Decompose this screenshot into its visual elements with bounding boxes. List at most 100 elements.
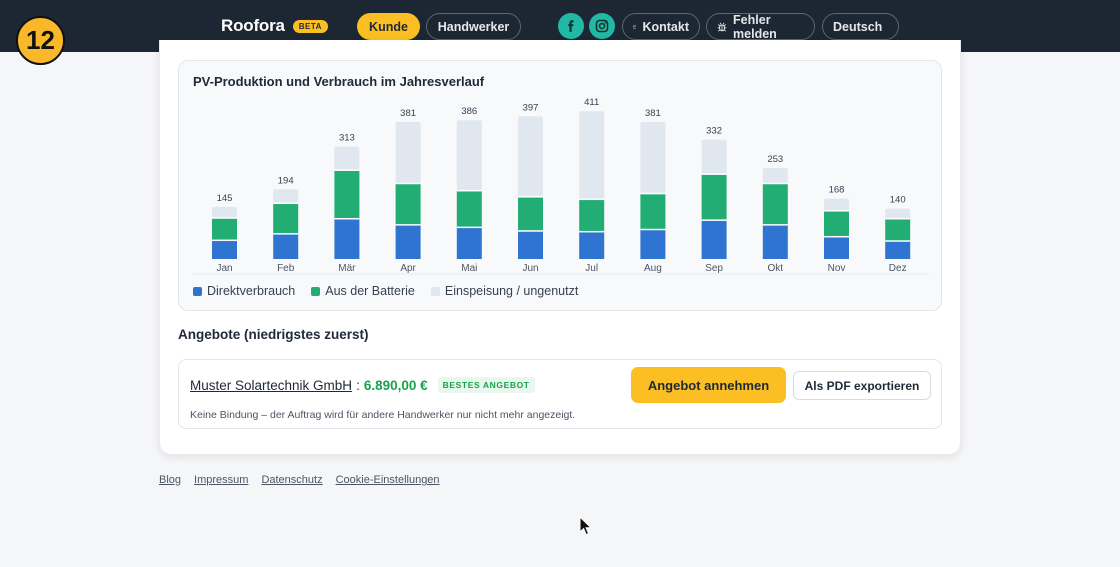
offer-headline: Muster Solartechnik GmbH : 6.890,00 € BE… (190, 377, 535, 393)
language-value: Deutsch (833, 19, 883, 34)
mouse-cursor-icon (579, 516, 593, 536)
offers-title: Angebote (niedrigstes zuerst) (178, 327, 369, 342)
bar-Jan-einspeisung-ungenutzt (212, 206, 237, 219)
bar-Jul-einspeisung-ungenutzt (579, 111, 605, 200)
bar-Mär-aus-der-batterie (334, 170, 360, 219)
bar-segment-separator (456, 226, 482, 229)
legend-swatch-direktverbrauch (193, 286, 202, 296)
legend-swatch-einspeisung (430, 286, 440, 296)
data-label-Sep: 332 (706, 126, 722, 137)
bar-Jan-aus-der-batterie (212, 218, 237, 241)
language-select[interactable]: Deutsch (822, 13, 899, 40)
x-tick-label-Mär: Mär (338, 263, 356, 274)
legend-item-batterie: Aus der Batterie (311, 284, 415, 298)
x-tick-label-Nov: Nov (828, 263, 846, 274)
export-pdf-button[interactable]: Als PDF exportieren (793, 371, 931, 400)
bar-segment-separator (395, 182, 421, 185)
bar-Nov-einspeisung-ungenutzt (824, 198, 849, 211)
bar-Jun-direktverbrauch (518, 230, 543, 259)
bar-Apr-aus-der-batterie (395, 183, 421, 225)
contact-label: Kontakt (642, 19, 689, 34)
bar-Apr-einspeisung-ungenutzt (395, 122, 421, 184)
contact-button[interactable]: Kontakt (622, 13, 700, 40)
bar-Aug-aus-der-batterie (640, 193, 666, 230)
chart-panel: PV-Produktion und Verbrauch im Jahresver… (178, 60, 942, 311)
tab-handwerker[interactable]: Handwerker (426, 13, 521, 40)
mail-icon (633, 25, 637, 28)
legend-item-direktverbrauch: Direktverbrauch (193, 284, 295, 298)
accept-offer-button[interactable]: Angebot annehmen (631, 367, 786, 403)
data-label-Aug: 381 (645, 108, 661, 119)
best-offer-badge: BESTES ANGEBOT (437, 377, 535, 393)
legend-item-einspeisung: Einspeisung / ungenutzt (430, 284, 578, 298)
facebook-button[interactable] (558, 13, 584, 39)
legend-swatch-batterie (311, 286, 321, 296)
report-bug-button[interactable]: Fehler melden (706, 12, 815, 41)
bar-Mär-einspeisung-ungenutzt (334, 146, 360, 171)
bar-segment-separator (640, 192, 666, 195)
bar-segment-separator (212, 239, 237, 242)
bar-Jun-einspeisung-ungenutzt (518, 116, 543, 197)
legend-label-batterie: Aus der Batterie (325, 284, 415, 298)
bar-segment-separator (273, 202, 299, 205)
data-label-Mai: 386 (461, 106, 477, 117)
brand[interactable]: Roofora BETA (221, 16, 328, 36)
bar-Nov-aus-der-batterie (824, 210, 849, 237)
bar-Dez-einspeisung-ungenutzt (885, 208, 911, 219)
x-tick-label-Okt: Okt (768, 263, 784, 274)
bar-Feb-aus-der-batterie (273, 203, 299, 234)
footer-link-cookie-settings[interactable]: Cookie-Einstellungen (335, 474, 440, 486)
bar-Jul-direktverbrauch (579, 231, 605, 259)
x-tick-label-Dez: Dez (889, 263, 907, 274)
bar-Mär-direktverbrauch (334, 218, 360, 259)
brand-name: Roofora (221, 16, 285, 35)
bar-segment-separator (579, 198, 605, 201)
bar-Okt-aus-der-batterie (762, 183, 788, 225)
stacked-bar-chart: 145 Jan 194 Feb 313 Mär 381 Apr 386 Mai 397 Jun 411 J… (193, 97, 929, 275)
bar-segment-separator (518, 230, 543, 232)
bar-segment-separator (579, 230, 605, 233)
footer-link-impressum[interactable]: Impressum (194, 474, 249, 486)
bar-segment-separator (334, 217, 360, 220)
offer-card: Muster Solartechnik GmbH : 6.890,00 € BE… (178, 359, 942, 429)
data-label-Jul: 411 (584, 97, 599, 108)
footer-link-blog[interactable]: Blog (159, 474, 182, 486)
report-bug-label: Fehler melden (733, 12, 777, 41)
bar-segment-separator (885, 217, 911, 220)
chart-title: PV-Produktion und Verbrauch im Jahresver… (193, 74, 485, 89)
bar-Feb-einspeisung-ungenutzt (273, 189, 299, 204)
bar-segment-separator (885, 240, 911, 242)
beta-badge: BETA (292, 19, 328, 33)
data-label-Okt: 253 (767, 154, 783, 165)
data-label-Mär: 313 (339, 132, 355, 143)
x-tick-label-Jul: Jul (585, 263, 598, 274)
bar-segment-separator (762, 224, 788, 226)
bar-Sep-einspeisung-ungenutzt (701, 139, 727, 175)
footer-link-datenschutz[interactable]: Datenschutz (261, 474, 323, 486)
bar-segment-separator (701, 219, 727, 221)
bar-Aug-einspeisung-ungenutzt (640, 122, 666, 194)
offer-price: 6.890,00 € (363, 377, 428, 393)
tab-kunde[interactable]: Kunde (357, 13, 420, 40)
bar-Jun-aus-der-batterie (518, 196, 543, 231)
bar-Nov-direktverbrauch (824, 236, 849, 259)
bar-segment-separator (762, 182, 788, 185)
bar-segment-separator (824, 210, 849, 212)
bar-Jan-direktverbrauch (212, 240, 237, 259)
instagram-button[interactable] (589, 13, 615, 39)
data-label-Jun: 397 (523, 102, 539, 113)
bar-segment-separator (456, 189, 482, 192)
x-tick-label-Aug: Aug (644, 263, 662, 274)
bar-Mai-direktverbrauch (456, 227, 482, 259)
data-label-Jan: 145 (217, 193, 233, 204)
x-tick-label-Sep: Sep (705, 263, 723, 274)
bar-Sep-aus-der-batterie (701, 174, 727, 221)
offer-separator: : (356, 377, 360, 393)
offer-company-link[interactable]: Muster Solartechnik GmbH (190, 377, 353, 393)
x-tick-label-Mai: Mai (461, 263, 477, 274)
bar-Mai-aus-der-batterie (456, 190, 482, 228)
instagram-icon (595, 19, 609, 33)
bar-Mai-einspeisung-ungenutzt (456, 120, 482, 191)
data-label-Dez: 140 (890, 195, 906, 206)
data-label-Nov: 168 (829, 185, 845, 196)
